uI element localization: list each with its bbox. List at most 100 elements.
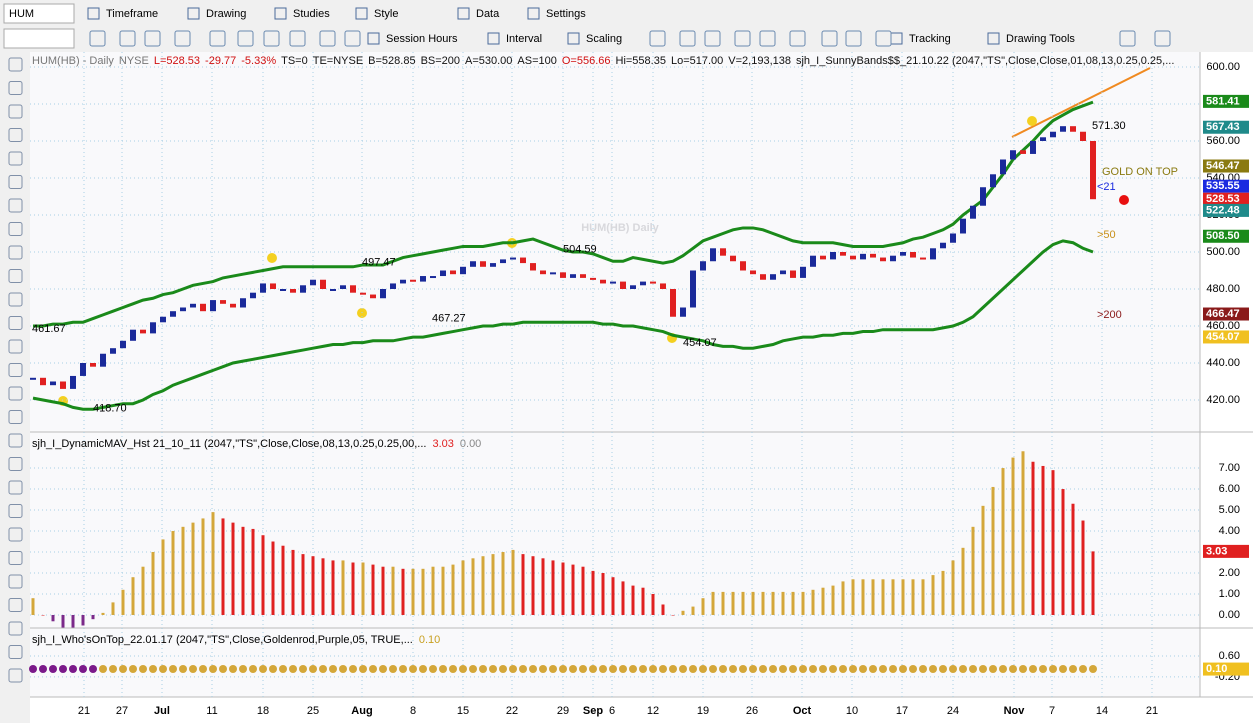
hist-bar xyxy=(611,577,615,615)
state-dot xyxy=(759,665,767,673)
blank-input[interactable] xyxy=(3,28,75,49)
tool-icon[interactable] xyxy=(8,433,23,448)
tool-icon[interactable] xyxy=(8,175,23,189)
tool-icon[interactable] xyxy=(8,457,23,471)
price-tag xyxy=(1203,330,1249,344)
state-dot xyxy=(629,665,637,673)
y-tick-label: 6.00 xyxy=(1219,483,1240,495)
state-dot xyxy=(789,665,797,673)
toolbar-icon[interactable] xyxy=(1119,30,1136,47)
symbol-input[interactable] xyxy=(3,3,75,24)
indicator-title: sjh_I_Who'sOnTop_22.01.17 (2047,"TS",Clo… xyxy=(32,634,413,646)
candle xyxy=(150,322,156,334)
candle xyxy=(390,283,396,289)
toolbar-label: Drawing xyxy=(206,8,246,20)
toolbar-icon[interactable] xyxy=(789,30,806,47)
toolbar-icon[interactable] xyxy=(263,30,280,47)
toolbar-icon[interactable] xyxy=(875,30,892,47)
toolbar-icon[interactable] xyxy=(289,30,306,47)
toolbar-icon[interactable] xyxy=(144,30,161,47)
tool-icon[interactable] xyxy=(8,480,23,495)
tool-icon[interactable] xyxy=(8,269,23,283)
state-dot xyxy=(149,665,157,673)
candle xyxy=(90,362,96,367)
state-dot xyxy=(139,665,147,673)
hist-bar xyxy=(271,541,275,615)
tool-icon[interactable] xyxy=(8,316,23,330)
hist-bar xyxy=(621,581,625,615)
price-annotation: 418.70 xyxy=(93,402,127,414)
tool-icon[interactable] xyxy=(8,104,23,119)
candle xyxy=(580,274,586,278)
toolbar-button[interactable] xyxy=(354,4,434,23)
toolbar-icon[interactable] xyxy=(679,30,696,47)
price-tag-label: 528.53 xyxy=(1206,193,1240,205)
hist-bar xyxy=(631,585,635,615)
toolbar-label[interactable]: Tracking xyxy=(909,33,951,45)
hist-bar xyxy=(941,570,945,615)
toolbar-icon[interactable] xyxy=(344,30,361,47)
tool-icon[interactable] xyxy=(8,128,23,142)
hist-bar xyxy=(1011,457,1015,615)
candle xyxy=(240,298,246,308)
tool-icon[interactable] xyxy=(8,527,23,542)
tool-icon[interactable] xyxy=(8,363,23,377)
trend-line xyxy=(1011,67,1151,138)
toolbar-button[interactable] xyxy=(186,4,266,23)
tool-icon[interactable] xyxy=(8,245,23,260)
toolbar-icon[interactable] xyxy=(845,30,862,47)
tool-icon[interactable] xyxy=(8,551,23,565)
hist-bar xyxy=(661,604,665,615)
y-tick-label: 2.00 xyxy=(1219,567,1240,579)
tool-icon[interactable] xyxy=(8,386,23,401)
date-label: 24 xyxy=(947,705,959,717)
toolbar-icon[interactable] xyxy=(1154,30,1171,47)
price-tag xyxy=(1203,192,1249,206)
toolbar-icon[interactable] xyxy=(209,30,226,47)
tool-icon[interactable] xyxy=(8,504,23,518)
tool-icon[interactable] xyxy=(8,668,23,683)
tool-icon[interactable] xyxy=(8,410,23,424)
tool-icon[interactable] xyxy=(8,292,23,307)
state-dot xyxy=(409,665,417,673)
y-tick-label: 5.00 xyxy=(1219,504,1240,516)
toolbar-label[interactable]: Scaling xyxy=(586,33,622,45)
toolbar-label[interactable]: Interval xyxy=(506,33,542,45)
tool-icon[interactable] xyxy=(8,57,23,72)
candle xyxy=(180,307,186,312)
candle xyxy=(810,255,816,267)
tool-icon[interactable] xyxy=(8,339,23,354)
hist-bar xyxy=(41,614,45,616)
toolbar-icon[interactable] xyxy=(734,30,751,47)
toolbar-icon[interactable] xyxy=(119,30,136,47)
tool-icon[interactable] xyxy=(8,574,23,589)
tool-icon[interactable] xyxy=(8,222,23,236)
toolbar-button[interactable] xyxy=(86,4,166,23)
toolbar-icon[interactable] xyxy=(237,30,254,47)
hist-bar xyxy=(431,566,435,615)
toolbar-label[interactable]: Drawing Tools xyxy=(1006,33,1075,45)
toolbar-label[interactable]: Session Hours xyxy=(386,33,458,45)
toolbar-icon[interactable] xyxy=(821,30,838,47)
state-dot xyxy=(179,665,187,673)
tool-icon[interactable] xyxy=(8,151,23,166)
tool-icon[interactable] xyxy=(8,645,23,659)
tool-icon[interactable] xyxy=(8,81,23,95)
toolbar-button[interactable] xyxy=(456,4,536,23)
toolbar-icon[interactable] xyxy=(649,30,666,47)
tool-icon[interactable] xyxy=(8,598,23,612)
toolbar-icon[interactable] xyxy=(319,30,336,47)
toolbar-icon[interactable] xyxy=(759,30,776,47)
tool-icon[interactable] xyxy=(8,198,23,213)
hist-bar xyxy=(291,549,295,615)
toolbar-icon[interactable] xyxy=(174,30,191,47)
state-dot xyxy=(399,665,407,673)
toolbar-button[interactable] xyxy=(526,4,606,23)
tool-icon[interactable] xyxy=(8,621,23,636)
toolbar-icon[interactable] xyxy=(704,30,721,47)
date-label: 19 xyxy=(697,705,709,717)
toolbar-button[interactable] xyxy=(273,4,353,23)
candle xyxy=(250,292,256,299)
candle xyxy=(860,253,866,260)
toolbar-icon[interactable] xyxy=(89,30,106,47)
